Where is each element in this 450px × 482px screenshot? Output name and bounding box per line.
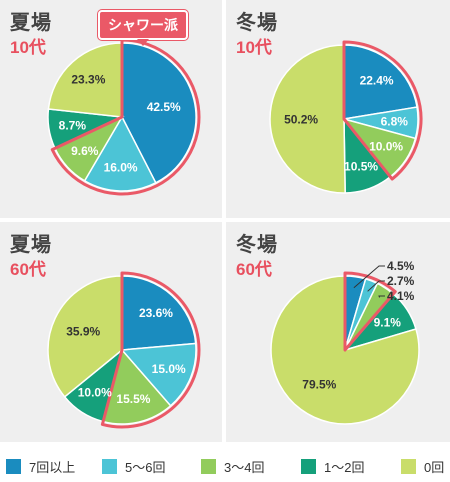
pie-slice-5to6 bbox=[120, 342, 197, 407]
chart-panel-summer-60s: 夏場 60代 23.6% 15.0% 15.5% 10.0% 35.9% bbox=[0, 222, 222, 442]
pie-slice-0 bbox=[269, 44, 346, 194]
data-label: 2.7% bbox=[387, 274, 415, 288]
pie-slice-0 bbox=[270, 275, 420, 425]
pie-slice-7plus bbox=[343, 44, 418, 120]
legend-label: 1〜2回 bbox=[324, 459, 365, 475]
highlight-outline bbox=[100, 271, 201, 429]
pie-slice-0 bbox=[47, 275, 123, 398]
pie-slice-3to4 bbox=[102, 348, 172, 425]
pie-slice-5to6 bbox=[83, 115, 157, 192]
data-label: 10.5% bbox=[344, 159, 378, 173]
chart-panel-winter-10s: 冬場 10代 22.4% 6.8% 10.0% 10.5% 50.2% bbox=[226, 0, 450, 218]
legend-swatch bbox=[102, 458, 117, 474]
legend-swatch bbox=[201, 458, 216, 474]
data-label: 10.0% bbox=[369, 140, 403, 154]
legend-item-0: 0回 bbox=[401, 456, 444, 476]
data-label: 22.4% bbox=[360, 74, 394, 88]
legend-swatch bbox=[301, 458, 316, 474]
legend-label: 5〜6回 bbox=[125, 459, 166, 475]
leader-line bbox=[378, 295, 385, 298]
legend: 7回以上 5〜6回 3〜4回 1〜2回 0回 bbox=[0, 446, 450, 482]
pie-chart: 42.5% 16.0% 9.6% 8.7% 23.3% bbox=[47, 38, 201, 196]
legend-item-3to4: 3〜4回 bbox=[201, 456, 264, 476]
legend-item-1to2: 1〜2回 bbox=[301, 456, 364, 476]
age-group-label: 60代 bbox=[10, 260, 46, 279]
data-label: 35.9% bbox=[66, 325, 100, 339]
pie-chart: 4.5%2.7%4.1% 9.1% 79.5% bbox=[270, 259, 420, 425]
pie-slice-7plus bbox=[121, 42, 197, 184]
legend-swatch bbox=[401, 458, 416, 474]
legend-item-5to6: 5〜6回 bbox=[102, 456, 165, 476]
pie-slice-0 bbox=[47, 42, 123, 118]
season-title: 冬場 bbox=[236, 12, 278, 34]
data-label: 50.2% bbox=[284, 112, 318, 126]
shower-group-callout: シャワー派 bbox=[98, 10, 188, 46]
data-label: 9.6% bbox=[71, 144, 99, 158]
season-title: 夏場 bbox=[10, 12, 52, 34]
age-group-label: 10代 bbox=[10, 38, 46, 57]
data-label: 6.8% bbox=[381, 115, 409, 129]
data-label: 8.7% bbox=[59, 118, 87, 132]
pie-slice-7plus bbox=[121, 275, 197, 351]
data-label: 16.0% bbox=[104, 160, 138, 174]
data-label: 15.0% bbox=[152, 362, 186, 376]
legend-label: 0回 bbox=[424, 459, 445, 475]
highlight-outline bbox=[342, 40, 423, 181]
legend-label: 3〜4回 bbox=[224, 459, 265, 475]
pie-chart: 22.4% 6.8% 10.0% 10.5% 50.2% bbox=[269, 40, 423, 194]
data-label: 9.1% bbox=[374, 316, 402, 330]
highlight-outline bbox=[50, 38, 201, 196]
age-group-label: 60代 bbox=[236, 260, 272, 279]
leader-line bbox=[353, 265, 385, 289]
data-label: 23.6% bbox=[139, 306, 173, 320]
leader-line bbox=[367, 280, 385, 292]
data-label: 42.5% bbox=[147, 100, 181, 114]
highlight-outline bbox=[343, 271, 397, 352]
data-label: 10.0% bbox=[78, 385, 112, 399]
data-label: 79.5% bbox=[302, 377, 336, 391]
legend-item-7plus: 7回以上 bbox=[6, 456, 75, 476]
chart-panel-winter-60s: 冬場 60代 4.5% 2.7% 4.1% 9.1% 79.5% bbox=[226, 222, 450, 442]
data-label: 15.5% bbox=[116, 392, 150, 406]
data-label: 4.1% bbox=[387, 289, 415, 303]
season-title: 冬場 bbox=[236, 234, 278, 256]
data-label: 4.5% bbox=[387, 259, 415, 273]
legend-label: 7回以上 bbox=[29, 459, 76, 475]
legend-swatch bbox=[6, 458, 21, 474]
chart-panel-summer-10s: 夏場 10代 42.5% 16.0% 9.6% 8.7% 23.3% シャワー派 bbox=[0, 0, 222, 218]
pie-chart: 23.6% 15.0% 15.5% 10.0% 35.9% bbox=[47, 271, 201, 429]
data-label: 23.3% bbox=[71, 73, 105, 87]
age-group-label: 10代 bbox=[236, 38, 272, 57]
season-title: 夏場 bbox=[10, 234, 52, 256]
